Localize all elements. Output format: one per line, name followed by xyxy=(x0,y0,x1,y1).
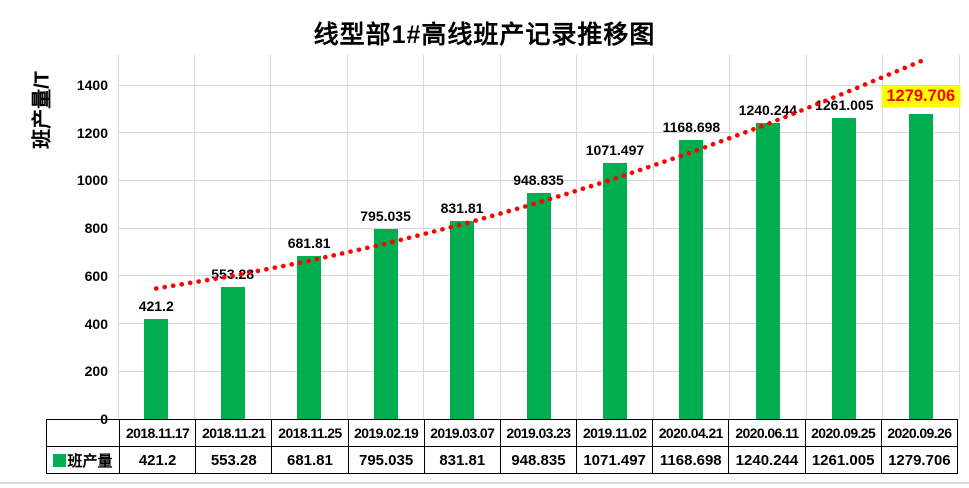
date-cell: 2020.09.26 xyxy=(880,419,959,447)
gridline-v xyxy=(346,55,348,419)
series-swatch-icon xyxy=(53,453,67,467)
y-tick-label: 1400 xyxy=(76,77,108,94)
gridline-v xyxy=(652,55,654,419)
trendline xyxy=(153,58,924,291)
date-cell: 2018.11.25 xyxy=(271,419,349,447)
y-axis-ticks: 0 200 400 600 800 1000 1200 1400 xyxy=(0,0,108,488)
bar-label-highlighted: 1279.706 xyxy=(881,85,961,107)
value-cell: 1071.497 xyxy=(576,446,654,474)
gridline-v xyxy=(499,55,501,419)
value-cell: 1279.706 xyxy=(880,446,959,474)
bar xyxy=(526,192,551,419)
gridline-h xyxy=(118,132,959,134)
bar-label: 831.81 xyxy=(440,199,484,216)
y-tick-label: 200 xyxy=(84,363,108,380)
gridline-h xyxy=(118,84,959,86)
gridline-v xyxy=(117,55,119,419)
data-table: 2018.11.17 2018.11.21 2018.11.25 2019.02.19… xyxy=(46,419,959,474)
y-tick-label: 600 xyxy=(84,267,108,284)
value-cell: 681.81 xyxy=(271,446,349,474)
value-cell: 421.2 xyxy=(118,446,197,474)
gridline-v xyxy=(193,55,195,419)
gridline-h xyxy=(118,179,959,181)
bar-label: 1240.244 xyxy=(738,102,798,119)
bar xyxy=(144,318,169,419)
bottom-divider xyxy=(0,482,969,484)
date-cell: 2018.11.21 xyxy=(195,419,273,447)
value-cell: 1240.244 xyxy=(728,446,806,474)
gridline-v xyxy=(805,55,807,419)
y-tick-label: 1200 xyxy=(76,124,108,141)
gridline-v xyxy=(958,55,960,419)
bar xyxy=(450,220,475,419)
date-cell: 2019.03.23 xyxy=(499,419,578,447)
bar xyxy=(220,287,245,419)
value-cell: 1261.005 xyxy=(804,446,882,474)
gridline-v xyxy=(423,55,425,419)
bar-label: 1168.698 xyxy=(662,119,721,136)
gridline-v xyxy=(270,55,272,419)
bar-label: 1071.497 xyxy=(585,142,645,159)
y-tick-label: 1000 xyxy=(76,172,108,189)
gridline-v xyxy=(729,55,731,419)
date-cell: 2020.09.25 xyxy=(804,419,882,447)
bar xyxy=(297,256,322,419)
bar xyxy=(373,229,398,419)
date-cell: 2018.11.17 xyxy=(118,419,197,447)
bar-label: 681.81 xyxy=(287,235,331,252)
y-tick-label: 400 xyxy=(84,315,108,332)
chart-title: 线型部1#高线班产记录推移图 xyxy=(313,21,656,49)
value-cell: 831.81 xyxy=(423,446,501,474)
bar-label: 795.035 xyxy=(360,208,411,225)
table-row-dates: 2018.11.17 2018.11.21 2018.11.25 2019.02.19… xyxy=(46,419,959,447)
table-row-values: 班产量 421.2 553.28 681.81 795.035 831.81 948.83… xyxy=(46,446,959,474)
y-tick-label: 800 xyxy=(84,220,108,237)
legend-label: 班产量 xyxy=(67,452,113,470)
value-cell: 948.835 xyxy=(499,446,578,474)
bar xyxy=(679,140,704,419)
date-cell: 2020.04.21 xyxy=(652,419,730,447)
plot-area: 421.2 553.28 681.81 795.035 831.81 948.835 107… xyxy=(117,55,961,419)
gridline-v xyxy=(882,55,884,419)
value-cell: 795.035 xyxy=(347,446,425,474)
bar-label: 948.835 xyxy=(513,171,564,188)
bar xyxy=(602,163,627,419)
bar-label: 421.2 xyxy=(138,297,174,314)
table-corner-blank xyxy=(46,419,120,447)
date-cell: 2019.03.07 xyxy=(423,419,501,447)
date-cell: 2019.11.02 xyxy=(576,419,654,447)
trendline-path xyxy=(153,58,924,291)
legend-cell: 班产量 xyxy=(46,446,120,474)
date-cell: 2019.02.19 xyxy=(347,419,425,447)
bar xyxy=(832,118,857,419)
value-cell: 553.28 xyxy=(195,446,273,474)
bar xyxy=(908,113,933,419)
date-cell: 2020.06.11 xyxy=(728,419,806,447)
gridline-v xyxy=(576,55,578,419)
value-cell: 1168.698 xyxy=(652,446,730,474)
bar xyxy=(755,123,780,419)
bar-label: 1261.005 xyxy=(815,97,874,114)
